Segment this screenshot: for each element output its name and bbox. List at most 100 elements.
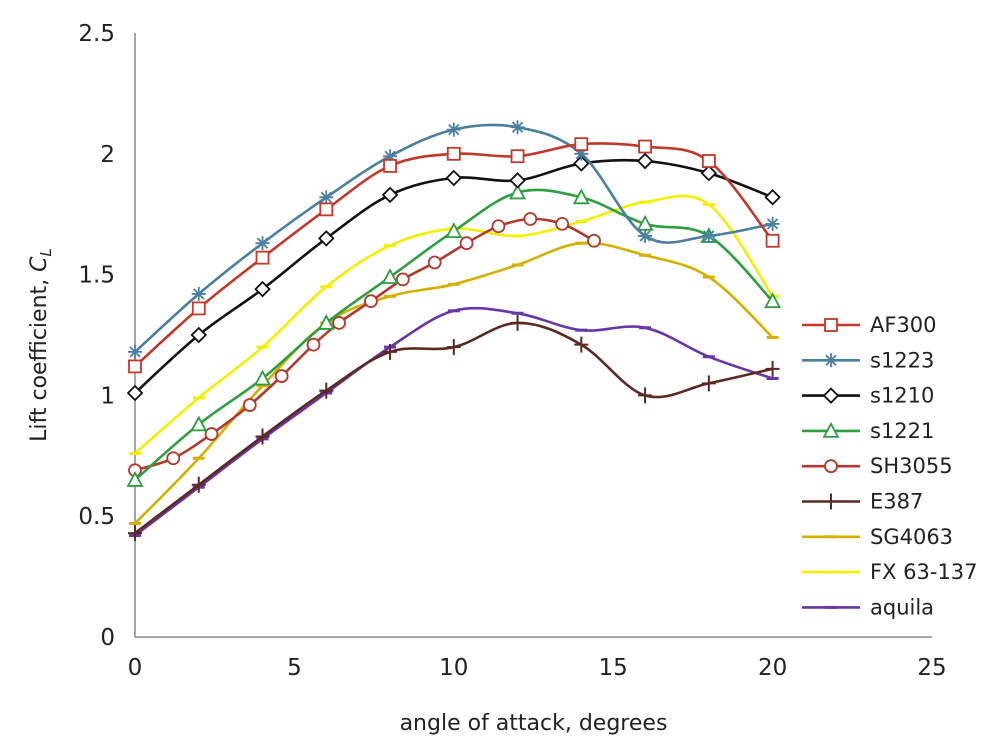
x-tick-label: 0 [128, 655, 143, 681]
data-point [638, 228, 653, 243]
data-point [126, 471, 144, 487]
data-point [764, 292, 782, 309]
x-axis-title: angle of attack, degrees [400, 711, 668, 736]
legend-item: AF300 [802, 313, 937, 337]
data-point [510, 314, 525, 331]
series-s1223 [128, 120, 780, 359]
data-point [204, 427, 219, 441]
series-line [134, 217, 595, 472]
legend-item: SH3055 [802, 454, 953, 478]
legend-item: FX 63-137 [802, 560, 978, 584]
data-point [255, 250, 270, 265]
legend-item: s1223 [802, 348, 934, 372]
legend-marker [824, 318, 838, 332]
legend-marker [824, 493, 838, 510]
data-point [383, 149, 398, 164]
data-point [765, 233, 780, 248]
data-point [242, 398, 257, 412]
x-tick-label: 20 [758, 655, 787, 681]
data-point [128, 359, 142, 374]
data-point [459, 236, 474, 251]
data-point [445, 222, 463, 239]
x-tick-labels: 0 5 10 15 20 25 [128, 655, 947, 681]
data-point [574, 146, 589, 161]
y-axis-title-text: Lift coefficient, [27, 272, 52, 442]
data-point [381, 268, 399, 284]
x-tick-label: 10 [439, 655, 468, 681]
data-point [383, 158, 397, 173]
data-point [638, 387, 653, 404]
y-axis-title-symbol: C [27, 256, 52, 272]
axes [134, 33, 932, 638]
data-point [445, 169, 463, 187]
x-tick-label: 15 [599, 655, 628, 681]
data-point [126, 384, 144, 402]
legend-marker [824, 459, 838, 474]
data-point [574, 137, 589, 152]
data-point [510, 120, 525, 135]
legend-marker [822, 387, 840, 404]
data-point [395, 272, 410, 287]
data-point [332, 316, 346, 330]
legend-item: E387 [802, 490, 923, 514]
legend-item: s1210 [802, 384, 934, 408]
legend-item: s1221 [802, 419, 934, 443]
legend-label: SH3055 [870, 454, 953, 478]
legend-marker [824, 353, 838, 368]
data-point [191, 476, 206, 493]
y-tick-label: 1.5 [78, 263, 115, 289]
data-point [765, 360, 780, 377]
data-point [446, 339, 461, 356]
y-tick-label: 2.5 [78, 21, 115, 47]
data-point [255, 428, 270, 445]
data-point [509, 183, 527, 200]
data-point [491, 219, 506, 234]
data-point [190, 415, 208, 432]
series-group [126, 120, 782, 542]
legend-label: s1210 [870, 384, 934, 408]
data-point [765, 216, 780, 231]
legend-label: AF300 [870, 313, 937, 337]
data-point [764, 189, 781, 206]
data-point [701, 154, 716, 168]
data-point [638, 139, 652, 154]
data-point [700, 164, 718, 182]
data-point [255, 236, 270, 251]
series-s1210 [126, 152, 781, 402]
data-point [572, 188, 590, 205]
data-point [319, 202, 334, 217]
data-point [166, 451, 181, 466]
data-point [701, 228, 716, 243]
y-tick-label: 0.5 [78, 504, 115, 530]
data-point [364, 294, 378, 309]
legend: AF300 s1223 s1210 s1221 SH3055 E387 SG4063 FX 6… [802, 313, 978, 619]
legend-item: SG4063 [802, 525, 953, 549]
legend-label: SG4063 [870, 525, 953, 549]
legend-label: aquila [870, 595, 934, 619]
data-point [446, 146, 461, 161]
legend-label: s1221 [870, 419, 934, 443]
data-point [274, 369, 289, 383]
data-point [383, 343, 398, 360]
legend-marker [822, 422, 840, 438]
x-tick-label: 5 [287, 655, 302, 681]
data-point [318, 230, 335, 247]
data-point [701, 375, 716, 392]
data-point [128, 525, 142, 542]
y-tick-labels: 0 0.5 1 1.5 2 2.5 [78, 21, 115, 651]
data-point [523, 212, 538, 226]
legend-item: aquila [802, 595, 934, 619]
legend-label: s1223 [870, 348, 934, 372]
legend-label: FX 63-137 [870, 560, 978, 584]
data-point [317, 314, 335, 330]
series-sh3055 [128, 212, 601, 478]
data-point [254, 280, 271, 298]
series-af300 [128, 137, 780, 374]
series-s1221 [126, 183, 782, 487]
x-tick-label: 25 [917, 655, 946, 681]
data-point [510, 149, 525, 164]
y-tick-label: 1 [100, 383, 115, 409]
y-axis-title-subscript: L [37, 248, 55, 256]
y-tick-label: 2 [100, 142, 115, 168]
